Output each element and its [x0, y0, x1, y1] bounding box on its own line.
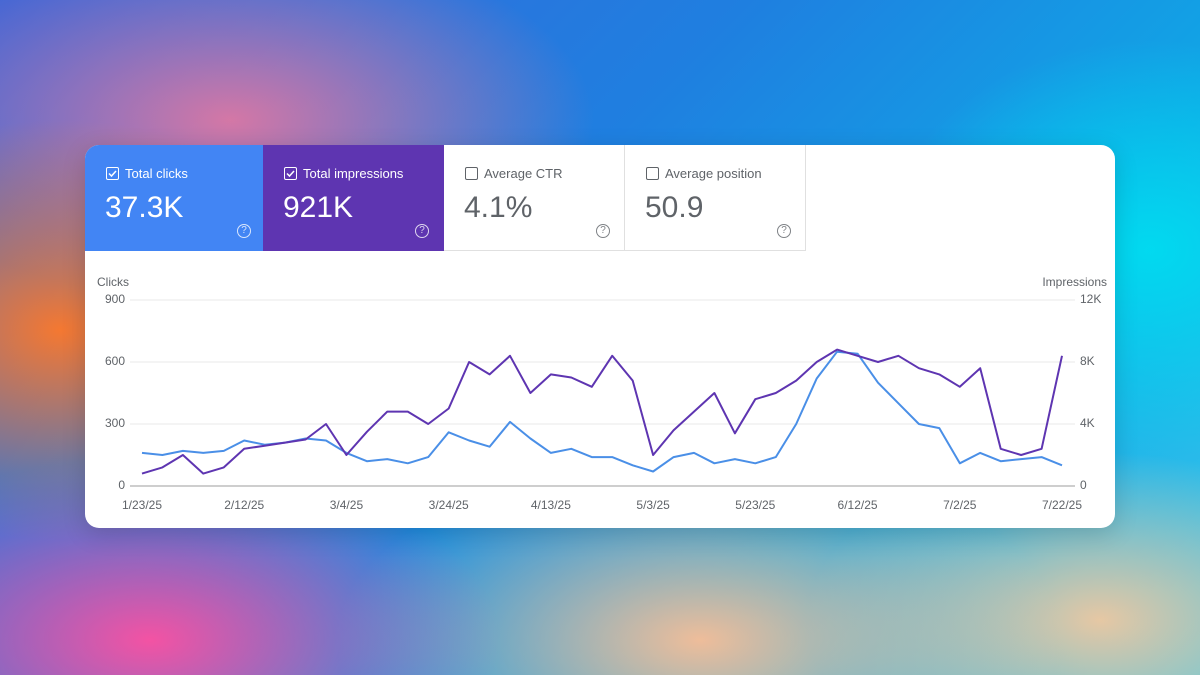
x-tick-label: 2/12/25: [224, 498, 264, 512]
metric-card[interactable]: Total impressions 921K ?: [263, 145, 444, 251]
checkbox[interactable]: [106, 167, 119, 180]
metric-value: 50.9: [645, 191, 704, 224]
metric-label: Average position: [665, 166, 762, 181]
help-icon[interactable]: ?: [415, 224, 429, 238]
checkbox[interactable]: [646, 167, 659, 180]
y-tick-label: 0: [118, 478, 125, 492]
y2-tick-label: 4K: [1080, 416, 1095, 430]
y-tick-label: 300: [105, 416, 125, 430]
y-tick-label: 900: [105, 292, 125, 306]
metric-value: 921K: [283, 191, 354, 224]
checkbox[interactable]: [465, 167, 478, 180]
metric-label: Total clicks: [125, 166, 188, 181]
y2-axis-label: Impressions: [1042, 275, 1107, 289]
metric-card[interactable]: Average position 50.9 ?: [625, 145, 806, 251]
x-tick-label: 6/12/25: [838, 498, 878, 512]
x-tick-label: 7/2/25: [943, 498, 977, 512]
performance-panel: Total clicks 37.3K ? Total impressions 9…: [85, 145, 1115, 528]
metric-label: Total impressions: [303, 166, 404, 181]
help-icon[interactable]: ?: [777, 224, 791, 238]
metric-value: 37.3K: [105, 191, 184, 224]
x-tick-label: 7/22/25: [1042, 498, 1082, 512]
x-tick-label: 5/3/25: [636, 498, 670, 512]
chart: Clicks Impressions 0 300 600 900 0 4K 8K 12K 1/2…: [97, 275, 1107, 512]
y-tick-label: 600: [105, 354, 125, 368]
metric-value: 4.1%: [464, 191, 533, 224]
metric-card[interactable]: Average CTR 4.1% ?: [444, 145, 625, 251]
y2-tick-label: 8K: [1080, 354, 1095, 368]
x-tick-label: 3/4/25: [330, 498, 364, 512]
x-tick-label: 1/23/25: [122, 498, 162, 512]
x-tick-label: 5/23/25: [735, 498, 775, 512]
x-tick-label: 4/13/25: [531, 498, 571, 512]
y-axis-label: Clicks: [97, 275, 129, 289]
y2-tick-label: 0: [1080, 478, 1087, 492]
metric-card[interactable]: Total clicks 37.3K ?: [85, 145, 266, 251]
y2-tick-label: 12K: [1080, 292, 1101, 306]
help-icon[interactable]: ?: [237, 224, 251, 238]
help-icon[interactable]: ?: [596, 224, 610, 238]
checkbox[interactable]: [284, 167, 297, 180]
x-tick-label: 3/24/25: [429, 498, 469, 512]
series-line: [141, 348, 1063, 475]
metric-label: Average CTR: [484, 166, 563, 181]
